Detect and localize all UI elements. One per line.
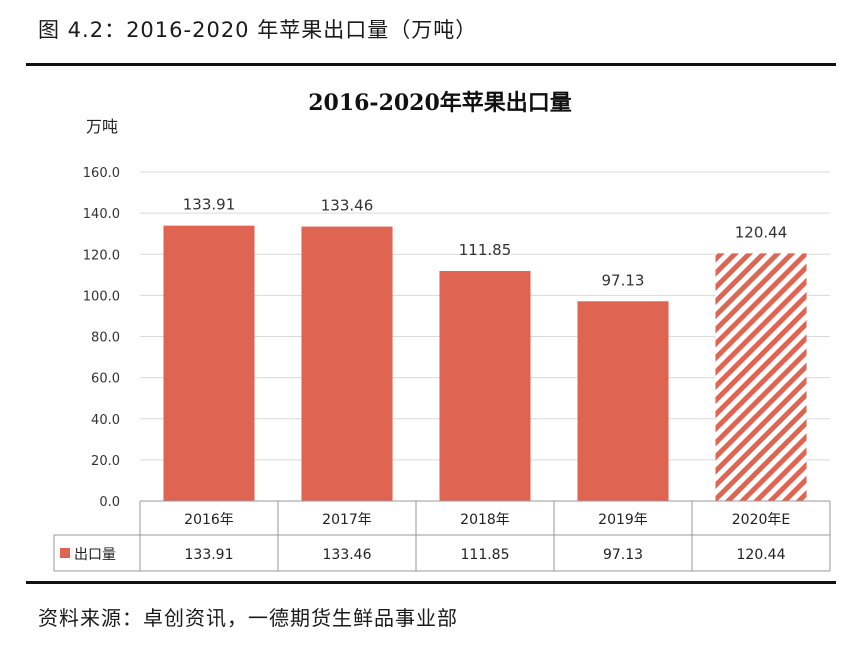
data-label: 97.13 <box>602 271 645 289</box>
y-axis-unit: 万吨 <box>86 117 118 136</box>
data-label: 120.44 <box>735 223 788 241</box>
bar-chart: 2016-2020年苹果出口量 万吨 0.0 20.0 40.0 60.0 80.0 10… <box>53 90 831 572</box>
data-label: 111.85 <box>459 241 512 259</box>
bar-2016年 <box>163 225 255 501</box>
legend-label: 出口量 <box>74 547 116 563</box>
y-tick-label: 40.0 <box>91 413 120 428</box>
bar-2017年 <box>301 226 393 501</box>
x-tick-label: 2020年E <box>732 512 790 528</box>
source-note: 资料来源：卓创资讯，一德期货生鲜品事业部 <box>38 606 458 630</box>
x-tick-label: 2019年 <box>598 512 648 528</box>
y-tick-label: 100.0 <box>83 289 120 304</box>
bar-2018年 <box>439 271 531 501</box>
y-tick-label: 60.0 <box>91 372 120 387</box>
data-label: 133.91 <box>183 196 236 214</box>
y-tick-label: 0.0 <box>99 495 120 510</box>
figure-caption: 图 4.2：2016-2020 年苹果出口量（万吨） <box>38 18 478 42</box>
table-value: 111.85 <box>461 547 510 563</box>
table-value: 97.13 <box>603 547 643 563</box>
x-tick-label: 2017年 <box>322 512 372 528</box>
bar-2019年 <box>577 301 669 501</box>
x-tick-label: 2018年 <box>460 512 510 528</box>
top-rule <box>26 63 836 66</box>
bar-2020年E <box>715 253 807 501</box>
y-tick-label: 140.0 <box>83 207 120 222</box>
x-tick-label: 2016年 <box>184 512 234 528</box>
bottom-rule <box>26 581 836 584</box>
y-tick-label: 80.0 <box>91 331 120 346</box>
table-value: 133.46 <box>323 547 372 563</box>
chart-title: 2016-2020年苹果出口量 <box>308 90 572 116</box>
y-tick-label: 160.0 <box>83 166 120 181</box>
legend-swatch <box>60 548 70 558</box>
data-label: 133.46 <box>321 197 374 215</box>
table-value: 133.91 <box>185 547 234 563</box>
y-tick-label: 20.0 <box>91 454 120 469</box>
table-value: 120.44 <box>737 547 786 563</box>
y-tick-label: 120.0 <box>83 248 120 263</box>
